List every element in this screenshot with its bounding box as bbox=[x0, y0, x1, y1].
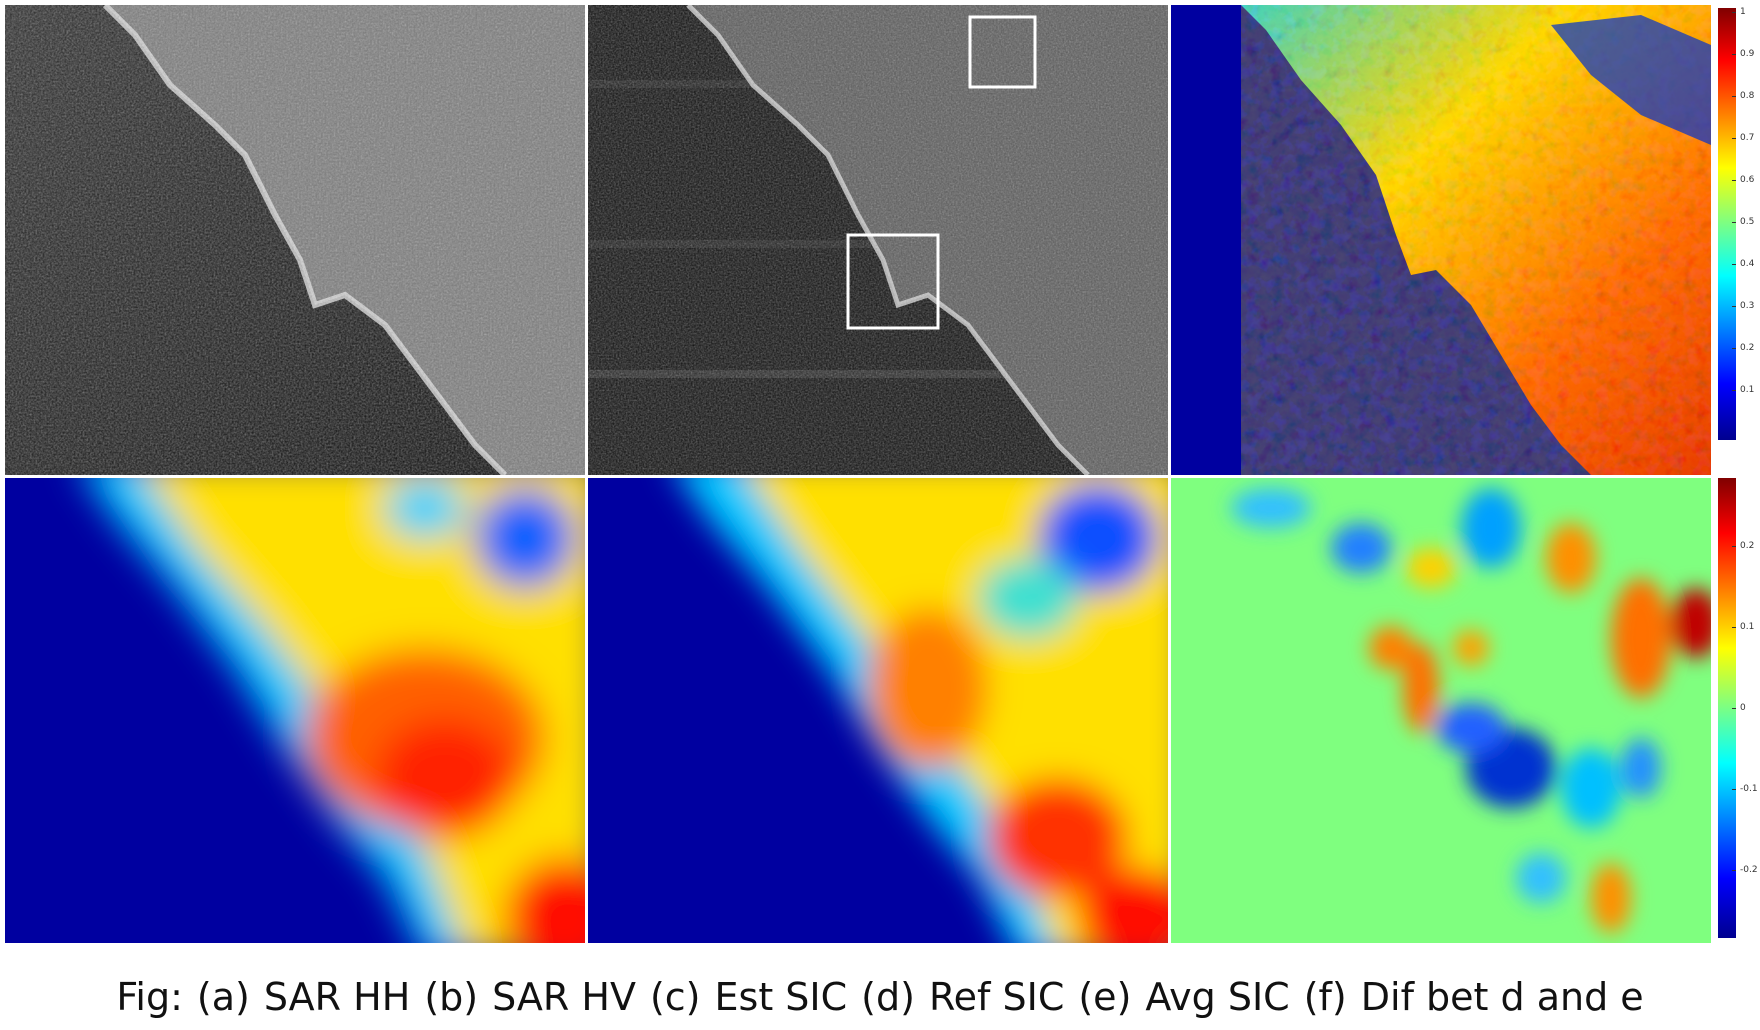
avg-sic-map bbox=[588, 478, 1168, 943]
colorbar-tick-label: -0.1 bbox=[1740, 784, 1758, 794]
caption-prefix: Fig: bbox=[116, 975, 183, 1019]
colorbar-tick-label: 0.2 bbox=[1740, 343, 1755, 353]
colorbar-tick-mark bbox=[1732, 264, 1736, 265]
colorbar-tick-mark bbox=[1732, 180, 1736, 181]
colorbar-tick-label: 0.1 bbox=[1740, 622, 1755, 632]
panel-c-est-sic bbox=[1171, 5, 1711, 475]
caption-c-label: Est SIC bbox=[714, 975, 848, 1019]
colorbar-tick-label: 0.4 bbox=[1740, 259, 1755, 269]
ref-sic-map bbox=[5, 478, 585, 943]
colorbar-top: 1 0.9 0.8 0.7 0.6 0.5 0.4 0.3 0.2 0.1 bbox=[1718, 7, 1758, 440]
colorbar-tick-mark bbox=[1732, 348, 1736, 349]
colorbar-tick-label: 0.2 bbox=[1740, 541, 1755, 551]
colorbar-tick-mark bbox=[1732, 627, 1736, 628]
panel-d-ref-sic bbox=[5, 478, 585, 943]
caption-d-label: Ref SIC bbox=[928, 975, 1065, 1019]
colorbar-tick-mark bbox=[1732, 12, 1736, 13]
colorbar-tick-mark bbox=[1732, 789, 1736, 790]
est-sic-map bbox=[1171, 5, 1711, 475]
colorbar-tick-mark bbox=[1732, 54, 1736, 55]
highlight-box-top bbox=[968, 15, 1037, 89]
caption-b-label: SAR HV bbox=[492, 975, 636, 1019]
colorbar-bottom-gradient bbox=[1718, 478, 1736, 938]
panel-f-difference bbox=[1171, 478, 1711, 943]
colorbar-tick-label: 0.1 bbox=[1740, 385, 1755, 395]
colorbar-bottom: 0.2 0.1 0 -0.1 -0.2 bbox=[1718, 478, 1758, 938]
colorbar-tick-label: 0.5 bbox=[1740, 217, 1755, 227]
colorbar-tick-label: 0.7 bbox=[1740, 133, 1755, 143]
colorbar-top-gradient bbox=[1718, 8, 1736, 440]
colorbar-tick-label: 1 bbox=[1740, 7, 1746, 17]
colorbar-tick-mark bbox=[1732, 708, 1736, 709]
figure-caption: Fig: (a) SAR HH (b) SAR HV (c) Est SIC (d) Ref S… bbox=[0, 975, 1760, 1019]
colorbar-tick-mark bbox=[1732, 96, 1736, 97]
colorbar-tick-mark bbox=[1732, 138, 1736, 139]
panel-e-avg-sic bbox=[588, 478, 1168, 943]
highlight-box-middle bbox=[846, 233, 940, 330]
colorbar-tick-label: 0.3 bbox=[1740, 301, 1755, 311]
colorbar-tick-mark bbox=[1732, 870, 1736, 871]
colorbar-tick-mark bbox=[1732, 306, 1736, 307]
difference-map bbox=[1171, 478, 1711, 943]
panel-a-sar-hh bbox=[5, 5, 585, 475]
sar-hv-image bbox=[588, 5, 1168, 475]
caption-a-tag: (a) bbox=[196, 975, 250, 1019]
caption-f-label: Dif bet d and e bbox=[1360, 975, 1644, 1019]
colorbar-tick-label: 0.9 bbox=[1740, 49, 1755, 59]
caption-b-tag: (b) bbox=[424, 975, 479, 1019]
colorbar-tick-label: 0.6 bbox=[1740, 175, 1755, 185]
colorbar-tick-mark bbox=[1732, 222, 1736, 223]
caption-d-tag: (d) bbox=[861, 975, 915, 1019]
caption-c-tag: (c) bbox=[649, 975, 701, 1019]
caption-e-tag: (e) bbox=[1078, 975, 1132, 1019]
colorbar-tick-mark bbox=[1732, 546, 1736, 547]
colorbar-tick-label: -0.2 bbox=[1740, 865, 1758, 875]
colorbar-tick-label: 0.8 bbox=[1740, 91, 1755, 101]
colorbar-tick-mark bbox=[1732, 390, 1736, 391]
sar-hh-image bbox=[5, 5, 585, 475]
caption-a-label: SAR HH bbox=[263, 975, 411, 1019]
colorbar-tick-label: 0 bbox=[1740, 703, 1746, 713]
panel-b-sar-hv bbox=[588, 5, 1168, 475]
caption-f-tag: (f) bbox=[1303, 975, 1347, 1019]
caption-e-label: Avg SIC bbox=[1145, 975, 1290, 1019]
